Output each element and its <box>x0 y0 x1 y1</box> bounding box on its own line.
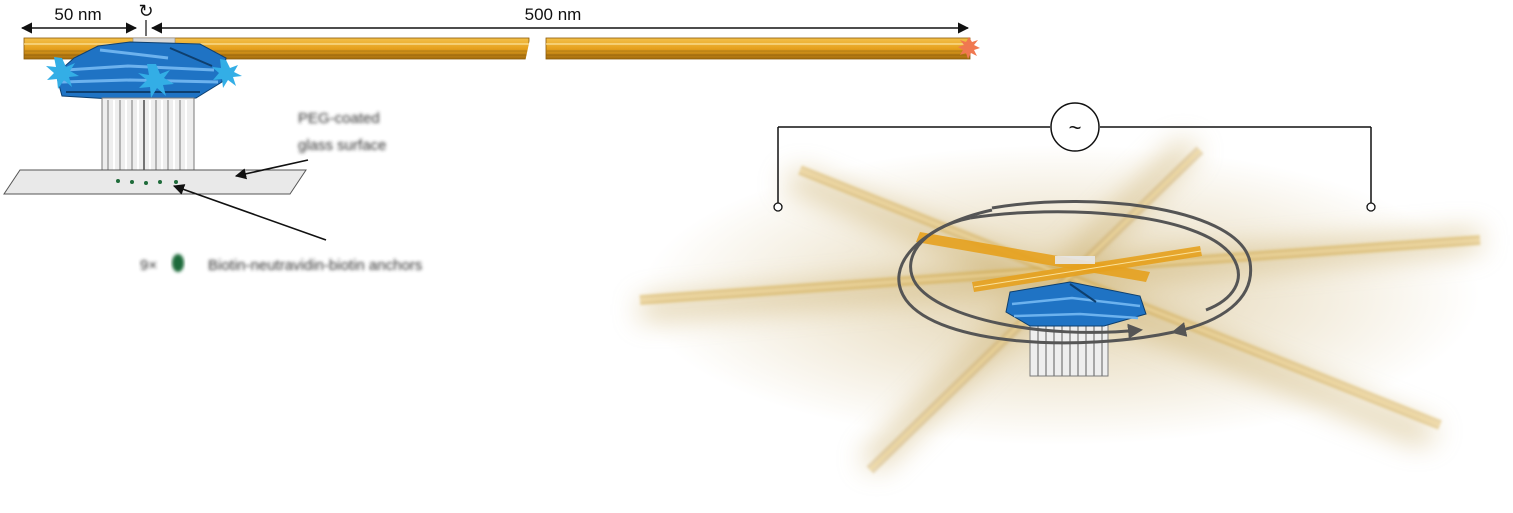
rotation-icon: ↻ <box>138 1 153 21</box>
fluorophore-star-orange <box>958 37 980 59</box>
lever-arm-rotating <box>916 232 1202 292</box>
origami-platform-rotating <box>1005 281 1147 377</box>
glass-surface <box>3 169 307 195</box>
electrode-right <box>1366 202 1376 212</box>
surface-pointer-arrow <box>234 159 309 180</box>
left-panel: 50 nm ↻ 500 nm <box>3 1 980 274</box>
surface-label-line1: PEG-coated <box>298 110 380 127</box>
dimension-label-50nm: 50 nm <box>54 5 101 24</box>
right-panel: ~ <box>639 102 1481 474</box>
ac-circuit: ~ <box>773 102 1376 212</box>
origami-platform <box>55 41 227 101</box>
anchor-dots <box>116 179 178 185</box>
anchor-bundle <box>101 97 195 183</box>
electrode-left <box>773 202 783 212</box>
fluorophore-star-blue-1 <box>46 57 79 89</box>
rotation-arrow-inner <box>909 216 1143 339</box>
fluorophore-star-blue-2 <box>138 64 174 98</box>
anchor-label: Biotin-neutravidin-biotin anchors <box>208 257 422 274</box>
surface-label-line2: glass surface <box>298 137 386 154</box>
anchor-count-label: 9× <box>140 257 157 274</box>
dimension-label-500nm: 500 nm <box>525 5 582 24</box>
ac-source-symbol: ~ <box>1069 115 1082 140</box>
neutravidin-icon <box>172 254 184 272</box>
ac-source-icon <box>1050 102 1100 152</box>
rotation-arrow-outer <box>991 200 1253 337</box>
anchor-pointer-arrow <box>172 184 327 241</box>
fluorophore-star-blue-3 <box>212 59 242 88</box>
